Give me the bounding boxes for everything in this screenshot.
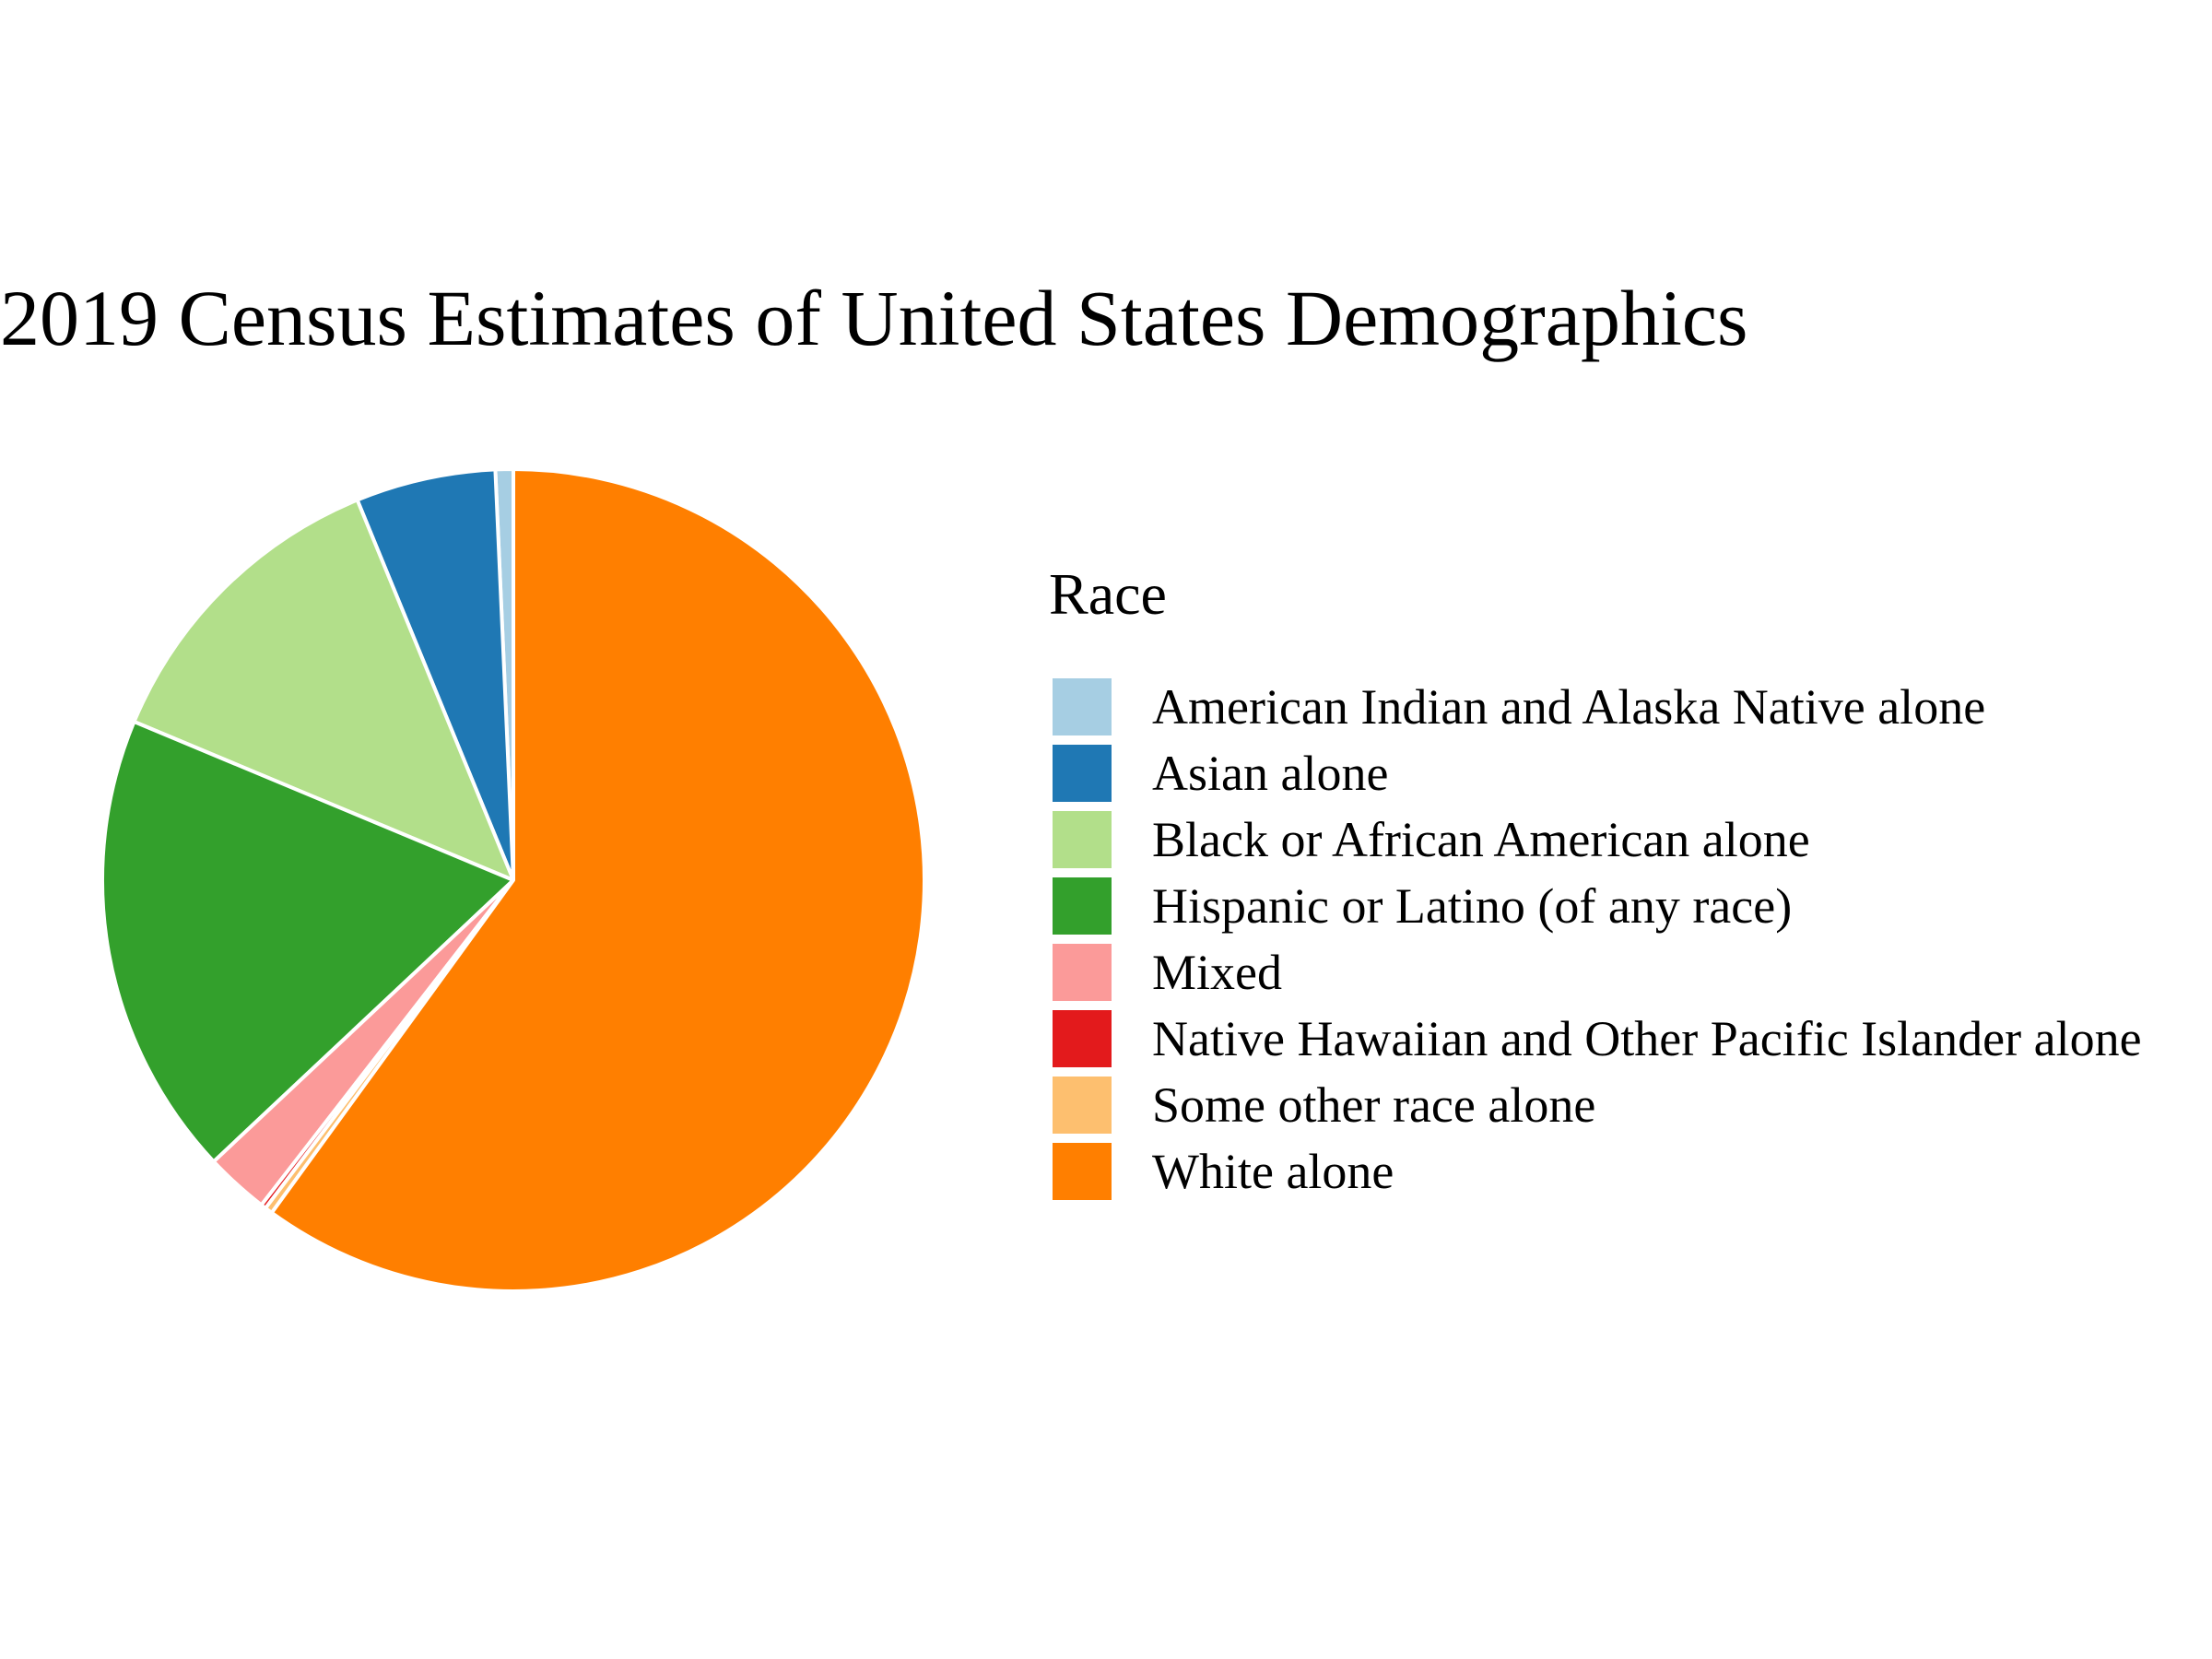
chart-title: 2019 Census Estimates of United States D… [0,274,1748,362]
legend-label: American Indian and Alaska Native alone [1152,679,1986,735]
legend-label: Hispanic or Latino (of any race) [1152,878,1793,934]
legend-items: American Indian and Alaska Native alone … [1049,674,2142,1205]
legend-swatch [1053,877,1112,935]
legend-item: Hispanic or Latino (of any race) [1049,873,2142,939]
legend-label: White alone [1152,1144,1394,1199]
legend-label: Mixed [1152,945,1282,1000]
legend-swatch [1053,1143,1112,1200]
legend-item: Mixed [1049,939,2142,1006]
legend-label: Some other race alone [1152,1077,1596,1133]
pie-chart [100,467,927,1293]
legend-swatch [1053,1010,1112,1067]
legend-item: White alone [1049,1138,2142,1205]
legend-swatch [1053,678,1112,735]
pie-slice [355,467,515,882]
legend-swatch [1053,811,1112,868]
legend-label: Asian alone [1152,746,1389,801]
legend-title: Race [1049,561,1167,627]
legend-label: Native Hawaiian and Other Pacific Island… [1152,1011,2142,1066]
legend-item: Asian alone [1049,740,2142,806]
legend-swatch [1053,1077,1112,1134]
legend-swatch [1053,944,1112,1001]
pie-slice [100,720,515,1164]
legend-swatch [1053,745,1112,802]
pie-slice [269,467,927,1293]
legend-item: Black or African American alone [1049,806,2142,873]
legend-item: Some other race alone [1049,1072,2142,1138]
pie-slice [132,498,515,882]
legend-item: Native Hawaiian and Other Pacific Island… [1049,1006,2142,1072]
legend-item: American Indian and Alaska Native alone [1049,674,2142,740]
legend: Race American Indian and Alaska Native a… [1049,558,2142,1205]
pie-slices [100,467,927,1293]
legend-label: Black or African American alone [1152,812,1810,867]
